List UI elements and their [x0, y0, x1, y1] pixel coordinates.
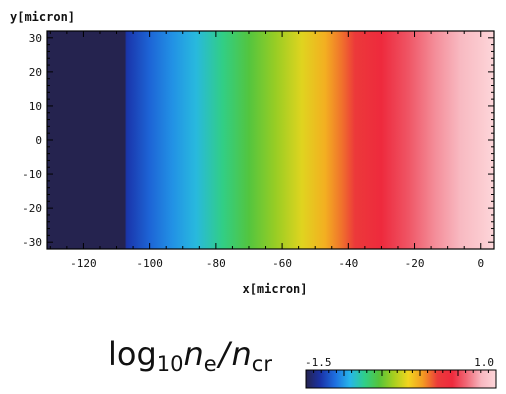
x-tick-label: -20	[405, 257, 425, 270]
y-tick-label: -30	[22, 236, 42, 249]
y-tick-label: 20	[29, 66, 42, 79]
colorbar-label-denominator: n	[232, 335, 252, 373]
x-axis-ticks: -120 -100 -80 -60 -40 -20 0	[49, 31, 484, 270]
x-tick-label: -40	[338, 257, 358, 270]
colorbar-label-log: log	[108, 335, 157, 373]
x-axis-label: x[micron]	[242, 282, 307, 296]
colorbar-label: log10ne/ncr	[108, 335, 272, 376]
x-tick-label: 0	[477, 257, 484, 270]
colorbar-label-denominator-sub: cr	[252, 352, 273, 376]
x-tick-label: -60	[272, 257, 292, 270]
plot-area	[46, 30, 495, 250]
colorbar-ticks	[305, 370, 497, 376]
colorbar-label-slash: /	[216, 335, 233, 373]
colorbar-label-numerator-sub: e	[204, 352, 217, 376]
colorbar-frame	[305, 369, 497, 389]
x-tick-label: -120	[70, 257, 97, 270]
colorbar: -1.5 1.0	[305, 356, 497, 389]
x-tick-label: -100	[136, 257, 163, 270]
y-tick-label: -20	[22, 202, 42, 215]
colorbar-max-label: 1.0	[474, 356, 494, 369]
y-axis-label: y[micron]	[10, 10, 75, 24]
colorbar-min-label: -1.5	[305, 356, 332, 369]
x-tick-label: -80	[206, 257, 226, 270]
density-field	[47, 31, 494, 249]
colorbar-ramp	[306, 370, 496, 388]
colorbar-label-base: 10	[157, 352, 184, 376]
y-tick-label: 0	[35, 134, 42, 147]
colorbar-label-numerator: n	[184, 335, 204, 373]
y-axis-ticks: 30 20 10 0 -10 -20 -30	[22, 32, 494, 249]
y-tick-label: 30	[29, 32, 42, 45]
y-tick-label: -10	[22, 168, 42, 181]
y-tick-label: 10	[29, 100, 42, 113]
